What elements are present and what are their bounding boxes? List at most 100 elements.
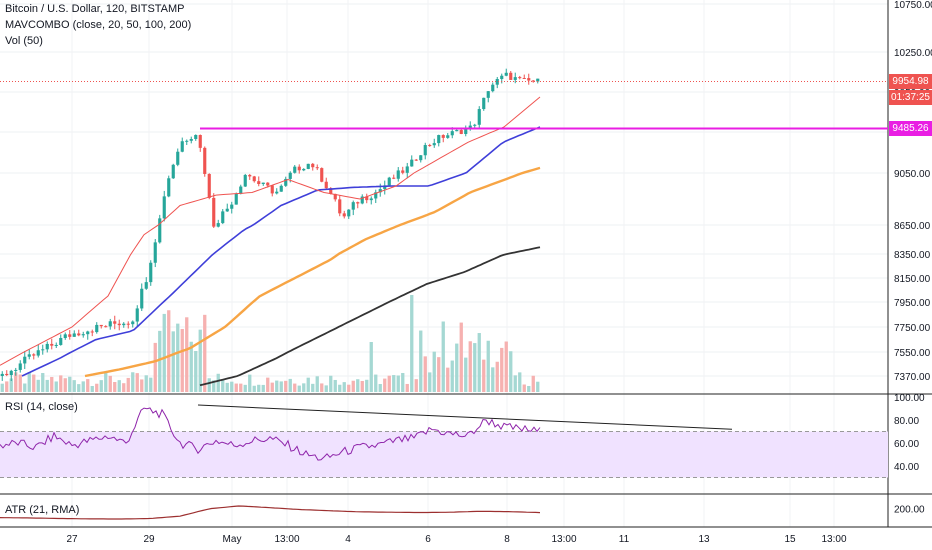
candle-body: [293, 166, 297, 173]
volume-bar: [216, 373, 220, 392]
volume-bar: [9, 378, 13, 392]
candle-body: [284, 178, 288, 186]
volume-bar: [27, 372, 31, 392]
volume-bar: [171, 331, 175, 392]
volume-bar: [360, 380, 364, 392]
volume-bar: [347, 384, 351, 392]
candle-body: [509, 72, 513, 80]
volume-bar: [432, 351, 436, 392]
x-tick-label: 27: [66, 534, 78, 545]
rsi-axis-ticks: 100.00 80.00 60.00 40.00: [894, 393, 925, 473]
volume-bar: [324, 385, 328, 392]
volume-bar: [99, 380, 103, 392]
rsi-band: [0, 431, 888, 478]
volume-bar: [72, 380, 76, 392]
candle-body: [374, 192, 378, 199]
candle-body: [522, 78, 526, 80]
atr-tick-label: 200.00: [894, 505, 925, 516]
candle-body: [63, 334, 67, 338]
volume-bar: [239, 383, 243, 392]
volume-bar: [135, 373, 139, 392]
candle-body: [144, 282, 148, 289]
volume-bar: [302, 383, 306, 392]
volume-bar: [122, 383, 126, 392]
x-tick-label: 6: [425, 534, 431, 545]
volume-bar: [153, 342, 157, 392]
candle-body: [117, 323, 121, 326]
volume-bar: [36, 379, 40, 392]
volume-bar: [405, 383, 409, 392]
volume-bar: [68, 376, 72, 392]
candle-body: [189, 138, 193, 141]
volume-bar: [270, 382, 274, 392]
candle-body: [216, 223, 220, 227]
volume-bar: [108, 375, 112, 392]
rsi-tick-label: 80.00: [894, 416, 919, 427]
volume-bar: [329, 375, 333, 392]
candle-body: [437, 135, 441, 144]
candle-body: [482, 97, 486, 110]
candle-body: [68, 334, 72, 337]
candle-body: [324, 181, 328, 189]
candle-body: [167, 178, 171, 197]
x-tick-label: 13:00: [821, 534, 846, 545]
volume-bar: [248, 374, 252, 392]
candle-body: [365, 196, 369, 201]
volume-bar: [185, 317, 189, 392]
candle-body: [54, 344, 58, 346]
candle-body: [185, 140, 189, 142]
candle-body: [248, 174, 252, 177]
volume-bar: [351, 380, 355, 392]
candle-body: [459, 130, 463, 134]
x-tick-label: 4: [345, 534, 351, 545]
candle-body: [77, 333, 81, 336]
candle-body: [297, 166, 301, 171]
candle-body: [270, 185, 274, 194]
candle-body: [36, 350, 40, 356]
volume-bar: [365, 379, 369, 392]
candle-body: [126, 323, 130, 325]
volume-bar: [180, 328, 184, 392]
candle-body: [221, 211, 225, 224]
candle-body: [378, 189, 382, 193]
volume-bar: [144, 375, 148, 392]
candle-body: [50, 343, 54, 346]
volume-bar: [140, 379, 144, 392]
candle-body: [468, 125, 472, 129]
volume-bar: [252, 385, 256, 392]
volume-bar: [315, 376, 319, 392]
candle-body: [477, 109, 481, 125]
volume-bar: [194, 350, 198, 392]
volume-bar: [495, 361, 499, 392]
volume-bar: [356, 379, 360, 392]
rsi-label: RSI (14, close): [5, 401, 78, 413]
volume-bar: [131, 372, 135, 392]
volume-bar: [45, 379, 49, 392]
last-price-tag: 9954.98: [889, 74, 932, 89]
candle-body: [464, 128, 468, 134]
volume-bar: [333, 379, 337, 392]
volume-bar: [14, 372, 18, 392]
atr-axis-ticks: 200.00: [894, 505, 925, 516]
candle-body: [176, 151, 180, 165]
candle-body: [450, 131, 454, 136]
candle-body: [59, 337, 63, 345]
candle-body: [329, 188, 333, 194]
candle-body: [320, 168, 324, 182]
volume-bar: [401, 373, 405, 392]
candle-body: [194, 134, 198, 139]
ma200-line: [199, 246, 541, 387]
candle-body: [113, 321, 117, 324]
candle-body: [108, 321, 112, 327]
candle-body: [455, 130, 459, 132]
price-tick-label: 7950.00: [894, 298, 931, 309]
volume-bar: [32, 374, 36, 392]
volume-bar: [266, 377, 270, 392]
volume-bar: [167, 310, 171, 392]
price-tick-label: 7750.00: [894, 323, 931, 334]
candle-body: [239, 186, 243, 194]
volume-bar: [288, 378, 292, 392]
volume-bar: [293, 383, 297, 392]
volume-bar: [536, 381, 540, 392]
